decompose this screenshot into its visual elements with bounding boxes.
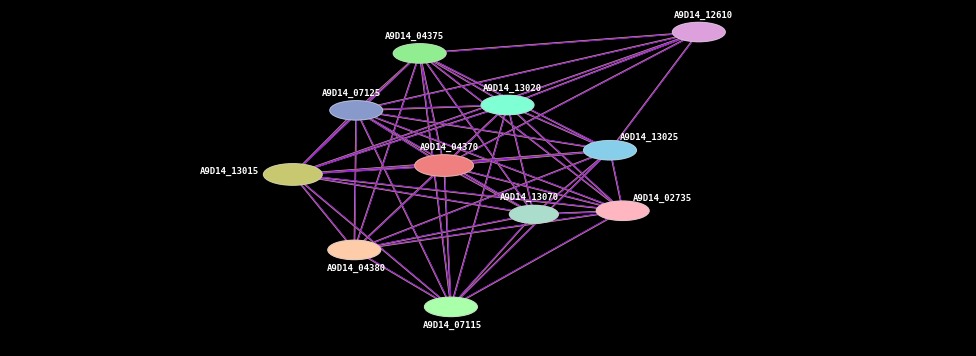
Text: A9D14_04370: A9D14_04370 <box>420 143 478 152</box>
Circle shape <box>264 164 322 185</box>
Text: A9D14_13015: A9D14_13015 <box>200 167 260 176</box>
Text: A9D14_13025: A9D14_13025 <box>620 133 679 142</box>
Circle shape <box>425 297 477 316</box>
Text: A9D14_02735: A9D14_02735 <box>632 194 692 203</box>
Circle shape <box>596 201 649 220</box>
Text: A9D14_04375: A9D14_04375 <box>386 32 444 41</box>
Text: A9D14_13020: A9D14_13020 <box>483 84 542 93</box>
Text: A9D14_07115: A9D14_07115 <box>424 320 482 330</box>
Text: A9D14_07125: A9D14_07125 <box>322 89 381 98</box>
Circle shape <box>509 205 558 223</box>
Circle shape <box>415 155 473 176</box>
Circle shape <box>672 22 725 42</box>
Circle shape <box>330 101 383 120</box>
Circle shape <box>481 95 534 115</box>
Circle shape <box>328 240 381 260</box>
Text: A9D14_12610: A9D14_12610 <box>674 10 733 20</box>
Text: A9D14_13070: A9D14_13070 <box>500 193 558 202</box>
Text: A9D14_04380: A9D14_04380 <box>327 264 386 273</box>
Circle shape <box>584 141 636 160</box>
Circle shape <box>393 44 446 63</box>
